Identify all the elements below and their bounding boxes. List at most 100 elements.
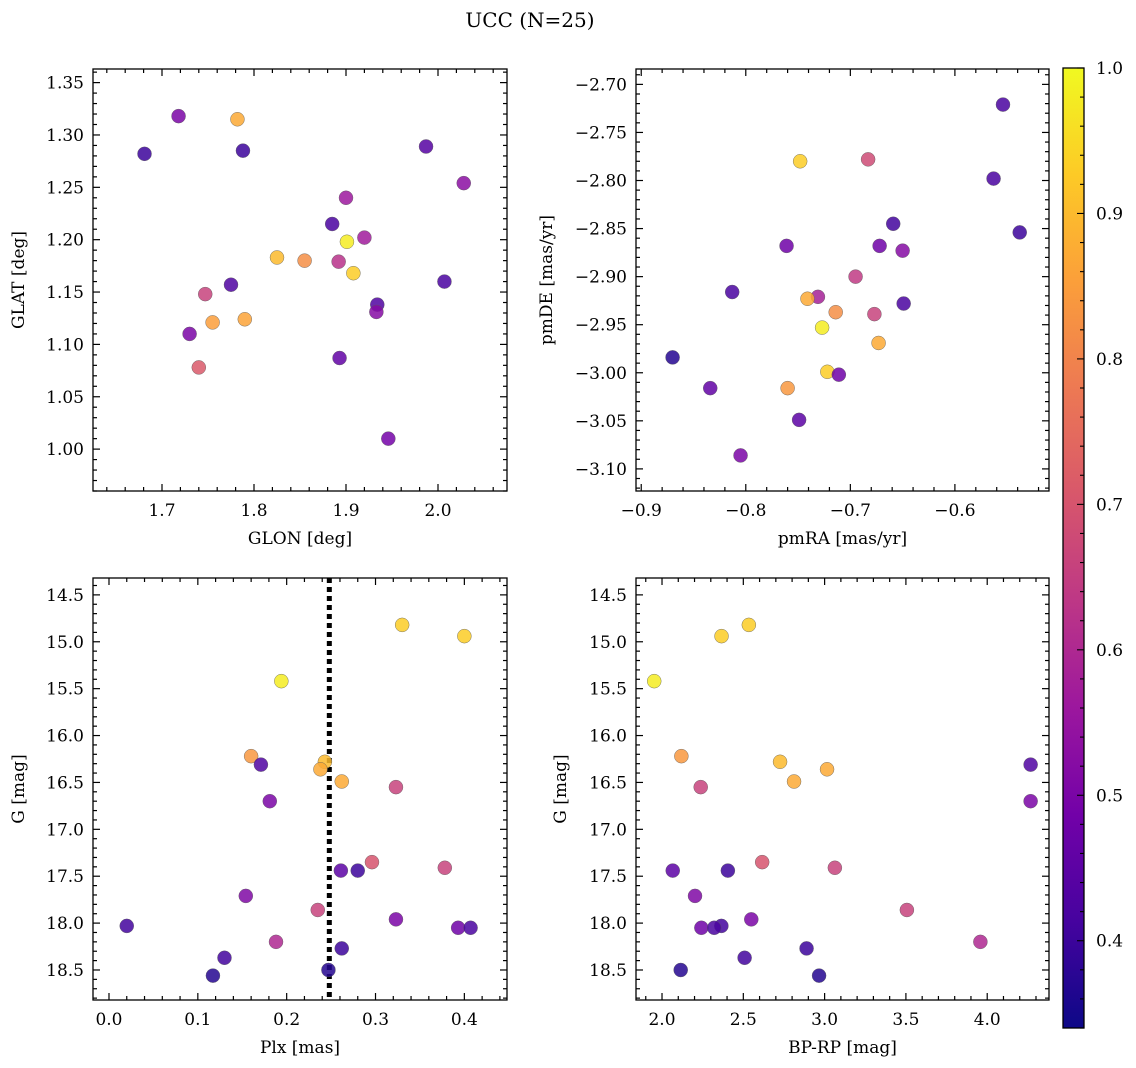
data-point	[831, 367, 847, 382]
data-point	[780, 380, 795, 396]
data-point	[262, 793, 277, 809]
data-point	[973, 934, 988, 950]
data-point	[867, 306, 882, 322]
data-point	[665, 350, 680, 365]
x-tick-label: 0.2	[273, 1010, 300, 1030]
data-point	[814, 320, 830, 335]
data-layer	[137, 108, 471, 446]
data-point	[754, 854, 770, 870]
data-point	[321, 962, 336, 978]
data-point	[238, 888, 254, 904]
data-point	[791, 412, 807, 428]
y-tick-label: 17.0	[46, 820, 84, 840]
data-point	[418, 139, 434, 154]
data-point	[871, 335, 886, 351]
data-point	[230, 112, 245, 127]
y-tick-label: 1.15	[46, 283, 84, 303]
y-axis-label: G [mag]	[551, 754, 571, 823]
data-point	[848, 269, 863, 284]
x-axis-label: pmRA [mas/yr]	[778, 529, 907, 549]
data-point	[346, 265, 361, 281]
data-point	[388, 912, 404, 927]
x-axis-label: GLON [deg]	[248, 529, 352, 549]
data-point	[1012, 225, 1027, 240]
data-point	[369, 304, 384, 320]
y-axis-label: pmDE [mas/yr]	[537, 215, 557, 345]
data-layer	[665, 97, 1027, 463]
data-point	[986, 171, 1001, 186]
data-point	[896, 296, 911, 311]
data-point	[995, 97, 1011, 112]
data-point	[673, 962, 688, 978]
x-tick-label: 2.5	[730, 1010, 757, 1030]
data-point	[191, 360, 207, 375]
data-point	[332, 350, 347, 366]
y-tick-label: −3.00	[575, 364, 627, 384]
x-tick-label: 2.0	[424, 501, 451, 521]
y-tick-label: 14.5	[46, 586, 84, 606]
colorbar-gradient	[1062, 67, 1085, 1029]
y-tick-label: 15.5	[46, 680, 84, 700]
data-point	[1023, 757, 1038, 772]
data-point	[665, 863, 680, 878]
data-point	[799, 941, 814, 956]
data-point	[339, 234, 355, 249]
data-point	[171, 108, 186, 124]
data-point	[714, 628, 729, 644]
data-point	[381, 431, 396, 446]
data-point	[792, 154, 808, 169]
x-tick-label: 4.0	[974, 1010, 1001, 1030]
data-point	[325, 216, 340, 232]
y-axis-label: GLAT [deg]	[9, 231, 29, 329]
data-point	[800, 291, 815, 306]
panel-glon-glat: 1.7 1.8 1.9 2.0 1.00 1.05 1.10 1.15 1.20 1.25 1.30…	[9, 68, 508, 549]
y-tick-label: 18.0	[46, 914, 84, 934]
data-point	[724, 284, 740, 300]
data-point	[733, 448, 748, 463]
data-point	[828, 305, 843, 320]
y-tick-label: 17.5	[46, 867, 84, 887]
data-point	[741, 617, 757, 633]
y-tick-label: 18.5	[589, 961, 627, 981]
x-tick-label: 0.1	[184, 1010, 211, 1030]
panel-pmra-pmde: −0.9 −0.8 −0.7 −0.6 −3.10 −3.05 −3.00 −2.95 −2.9…	[537, 68, 1050, 549]
data-point	[297, 253, 312, 268]
data-point	[694, 920, 709, 935]
data-point	[338, 190, 354, 205]
y-tick-label: 1.35	[46, 74, 84, 94]
axes-frame	[92, 68, 508, 492]
x-tick-label: 1.8	[240, 501, 267, 521]
data-point	[437, 860, 453, 875]
data-point	[693, 779, 708, 795]
y-tick-label: 1.10	[46, 335, 84, 355]
data-point	[647, 673, 662, 689]
y-tick-label: −2.85	[575, 220, 627, 240]
data-point	[334, 941, 349, 956]
data-point	[687, 888, 703, 904]
data-point	[137, 146, 152, 162]
data-point	[819, 762, 835, 777]
colorbar-tick-label: 0.5	[1096, 786, 1123, 806]
data-point	[182, 326, 197, 342]
data-point	[205, 968, 221, 983]
data-point	[811, 968, 827, 983]
x-tick-label: −0.7	[830, 501, 871, 521]
data-point	[334, 774, 349, 789]
y-tick-label: 18.0	[589, 914, 627, 934]
y-tick-label: −2.75	[575, 123, 627, 143]
data-point	[1023, 793, 1038, 809]
data-point	[786, 774, 802, 789]
data-point	[235, 143, 251, 158]
y-tick-label: 1.25	[46, 178, 84, 198]
x-tick-label: 3.5	[892, 1010, 919, 1030]
x-tick-label: 2.0	[648, 1010, 675, 1030]
y-tick-label: −2.80	[575, 172, 627, 192]
y-tick-label: 1.00	[46, 440, 84, 460]
data-point	[860, 152, 876, 167]
colorbar: 0.4 0.5 0.6 0.7 0.8 0.9 1.0	[1062, 59, 1123, 1029]
data-point	[895, 243, 910, 258]
data-point	[450, 920, 466, 935]
colorbar-tick-label: 0.8	[1096, 350, 1123, 370]
colorbar-tick-label: 0.9	[1096, 204, 1123, 224]
y-tick-label: 1.30	[46, 126, 84, 146]
